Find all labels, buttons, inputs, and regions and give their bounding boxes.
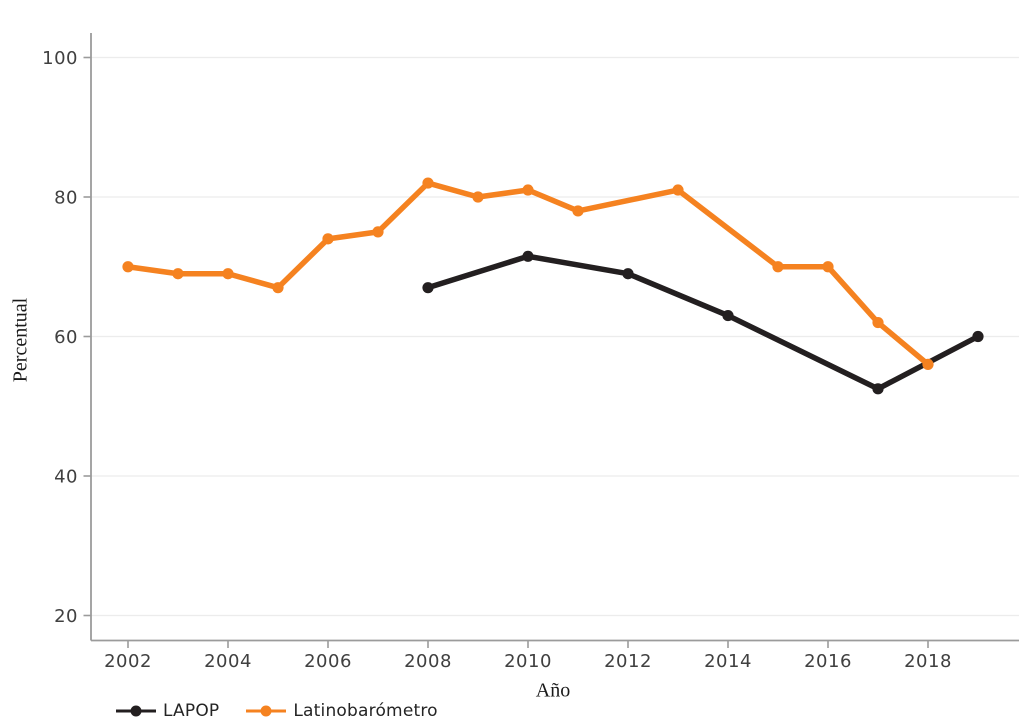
x-tick-label-2006: 2006 (304, 651, 352, 672)
data-point-lapop-2012 (622, 268, 634, 280)
data-point-latinobar-metro-2002 (122, 261, 134, 273)
data-point-lapop-2008 (422, 282, 434, 294)
y-tick-label-100: 100 (42, 48, 78, 69)
x-tick-label-2008: 2008 (404, 651, 452, 672)
series-line-lapop (425, 253, 981, 392)
series-line-latinobar-metro (125, 180, 931, 368)
legend-item-latinobarometro: Latinobarómetro (246, 701, 438, 721)
y-tick-label-40: 40 (54, 466, 78, 487)
latinobarometro-line-marker-icon (246, 705, 287, 717)
data-point-lapop-2014 (722, 309, 734, 322)
data-point-lapop-2017 (872, 383, 884, 395)
data-point-latinobar-metro-2006 (322, 233, 334, 245)
data-point-lapop-2010 (522, 250, 534, 262)
data-point-latinobar-metro-2003 (172, 268, 184, 280)
y-tick-label-80: 80 (54, 187, 78, 208)
x-axis-title: Año (535, 679, 571, 702)
data-point-latinobar-metro-2016 (822, 261, 834, 273)
data-point-latinobar-metro-2017 (872, 316, 884, 329)
x-tick-label-2002: 2002 (104, 651, 152, 672)
y-tick-label-60: 60 (54, 327, 78, 348)
y-axis-title: Percentual (9, 297, 32, 383)
data-point-lapop-2019 (972, 330, 984, 343)
legend-label-latinobarometro: Latinobarómetro (293, 701, 438, 721)
legend-item-lapop: LAPOP (116, 701, 219, 721)
legend-label-lapop: LAPOP (163, 701, 220, 721)
x-tick-label-2010: 2010 (504, 651, 552, 672)
chart-legend: LAPOP Latinobarómetro (116, 701, 438, 721)
data-point-latinobar-metro-2013 (672, 184, 684, 196)
x-tick-label-2018: 2018 (904, 651, 952, 672)
data-point-latinobar-metro-2005 (272, 282, 284, 294)
data-point-latinobar-metro-2010 (522, 184, 534, 196)
data-point-latinobar-metro-2008 (422, 177, 434, 189)
x-tick-label-2012: 2012 (604, 651, 652, 672)
x-tick-label-2004: 2004 (204, 651, 252, 672)
data-point-latinobar-metro-2009 (472, 191, 484, 203)
lapop-line-marker-icon (116, 705, 156, 717)
y-tick-label-20: 20 (54, 606, 78, 627)
x-tick-label-2016: 2016 (804, 651, 852, 672)
x-tick-label-2014: 2014 (704, 651, 752, 672)
data-point-latinobar-metro-2011 (572, 205, 584, 217)
data-point-latinobar-metro-2004 (222, 268, 234, 280)
data-point-latinobar-metro-2015 (772, 261, 784, 273)
data-point-latinobar-metro-2007 (372, 226, 384, 238)
data-point-latinobar-metro-2018 (922, 358, 934, 370)
